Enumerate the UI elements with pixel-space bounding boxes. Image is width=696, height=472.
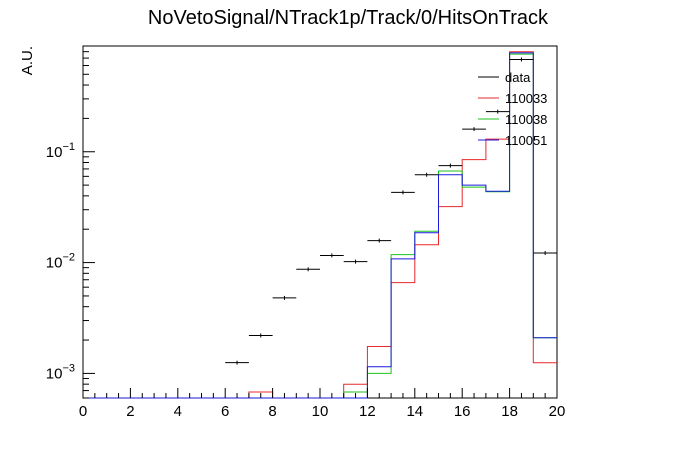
data-point — [343, 259, 368, 264]
legend-label: data — [505, 70, 531, 85]
data-point — [533, 251, 557, 256]
x-tick-label: 18 — [501, 403, 518, 420]
y-axis: 10−3 10−2 10−1 — [46, 45, 95, 399]
chart-title: NoVetoSignal/NTrack1p/Track/0/HitsOnTrac… — [148, 7, 549, 29]
legend: data 110033 110038 110051 — [478, 70, 547, 148]
data-point — [414, 172, 439, 177]
legend-label: 110038 — [505, 112, 547, 127]
series-110051-line — [83, 52, 557, 399]
data-point — [272, 295, 297, 300]
data-point — [485, 109, 510, 114]
data-point — [248, 333, 273, 338]
x-tick-label: 20 — [549, 403, 566, 420]
y-tick-label: 10−1 — [46, 141, 75, 161]
y-tick-label: 10−2 — [46, 252, 75, 272]
data-point — [225, 360, 249, 365]
series-110038-line — [83, 53, 557, 399]
data-point — [438, 163, 463, 168]
plot-frame — [82, 45, 558, 399]
x-tick-label: 6 — [221, 403, 229, 420]
data-point — [509, 57, 534, 62]
y-axis-label: A.U. — [19, 46, 36, 75]
data-point — [320, 253, 344, 258]
data-point — [462, 127, 486, 132]
x-tick-label: 12 — [359, 403, 376, 420]
x-axis: 0 2 4 6 8 10 12 14 16 18 20 — [79, 388, 566, 420]
legend-entry-110033: 110033 — [478, 91, 547, 106]
x-tick-label: 14 — [406, 403, 423, 420]
legend-entry-data: data — [478, 70, 531, 85]
series-110033-line — [83, 51, 557, 399]
x-tick-label: 2 — [126, 403, 134, 420]
x-tick-label: 16 — [454, 403, 471, 420]
data-point — [367, 238, 392, 243]
x-tick-label: 8 — [268, 403, 276, 420]
data-point — [391, 190, 415, 195]
x-tick-label: 4 — [174, 403, 182, 420]
legend-label: 110051 — [505, 133, 547, 148]
legend-entry-110051: 110051 — [478, 133, 547, 148]
data-point — [296, 267, 320, 272]
y-tick-label: 10−3 — [46, 362, 75, 382]
x-tick-label: 10 — [312, 403, 329, 420]
legend-entry-110038: 110038 — [478, 112, 547, 127]
plot-area — [82, 45, 558, 399]
legend-label: 110033 — [505, 91, 547, 106]
x-tick-label: 0 — [79, 403, 87, 420]
